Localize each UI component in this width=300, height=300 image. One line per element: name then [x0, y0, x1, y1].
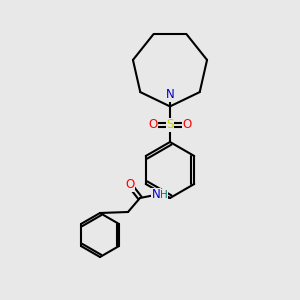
Text: O: O	[148, 118, 158, 131]
Text: O: O	[182, 118, 192, 131]
Text: S: S	[166, 118, 174, 131]
Text: N: N	[152, 188, 160, 202]
Text: O: O	[125, 178, 135, 191]
Text: N: N	[166, 88, 174, 101]
Text: H: H	[160, 190, 168, 200]
